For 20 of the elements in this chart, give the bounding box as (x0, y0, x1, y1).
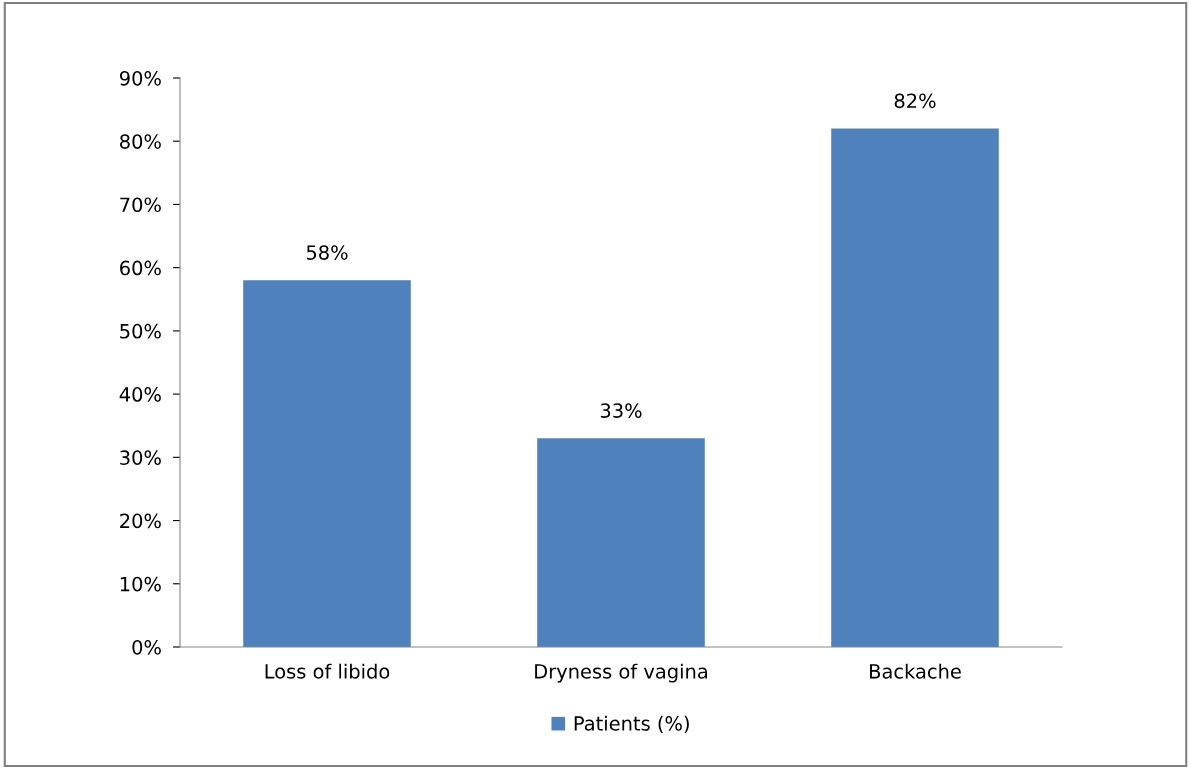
legend-label: Patients (%) (574, 715, 689, 734)
x-tick-label: Backache (870, 663, 961, 679)
data-label: 82% (894, 93, 936, 109)
y-tick-label: 70% (120, 197, 161, 213)
y-tick-label: 10% (120, 576, 161, 592)
y-tick-label: 50% (120, 323, 161, 339)
y-tick-label: 30% (120, 450, 161, 465)
x-tick-label: Dryness of vagina (535, 663, 707, 683)
y-tick-label: 20% (120, 513, 161, 529)
y-tick-label: 80% (120, 134, 161, 149)
bar (243, 280, 411, 647)
bar (537, 438, 705, 647)
data-label: 58% (306, 245, 348, 260)
bar (831, 128, 999, 647)
data-label: 33% (600, 403, 642, 418)
x-tick-label: Loss of libido (265, 663, 390, 679)
y-tick-label: 40% (119, 387, 161, 402)
y-tick-label: 0% (132, 639, 161, 655)
y-tick-label: 60% (120, 260, 161, 276)
y-tick-label: 90% (119, 70, 161, 86)
